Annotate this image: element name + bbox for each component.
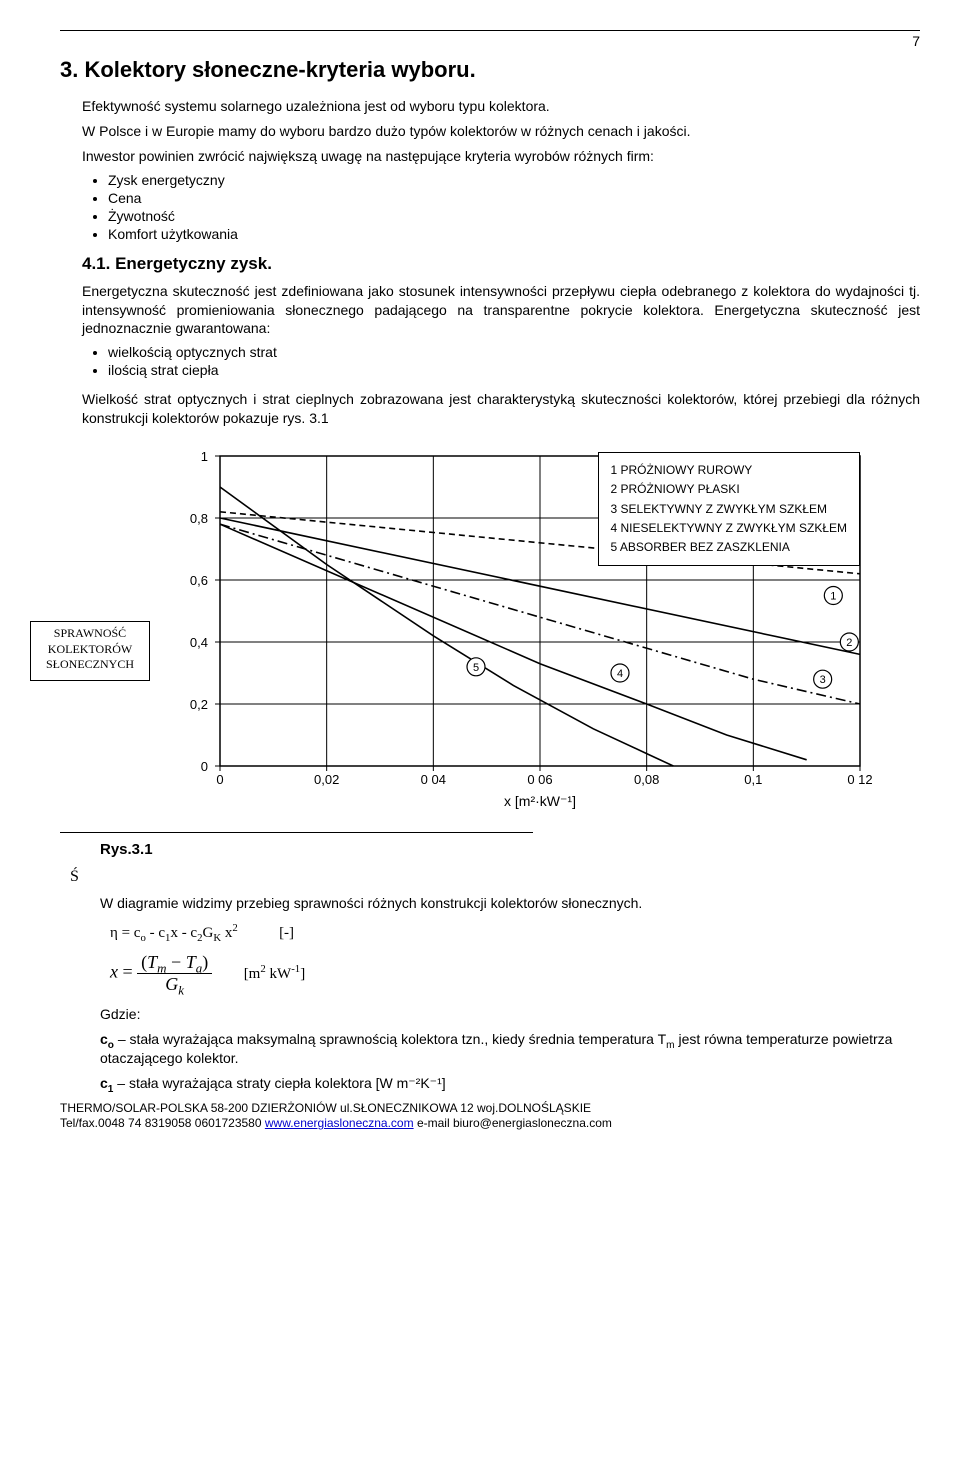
- footer-line-1: THERMO/SOLAR-POLSKA 58-200 DZIERŻONIÓW u…: [60, 1101, 920, 1117]
- chart-side-label: SPRAWNOŚĆ KOLEKTORÓW SŁONECZNYCH: [30, 621, 150, 681]
- svg-text:0 04: 0 04: [421, 772, 446, 787]
- s-accent: Ś: [70, 868, 920, 886]
- svg-text:1: 1: [830, 591, 836, 603]
- formula-block: η = co - c1x - c2GK x2 [-] x = (Tm − Ta)…: [110, 925, 920, 995]
- criteria-item: Żywotność: [108, 208, 920, 224]
- svg-text:0 06: 0 06: [527, 772, 552, 787]
- svg-text:0,4: 0,4: [190, 635, 208, 650]
- side-label-line: KOLEKTORÓW: [35, 642, 145, 658]
- def-co-text: – stała wyrażająca maksymalną sprawności…: [114, 1031, 666, 1047]
- sub-bullets: wielkością optycznych strat ilością stra…: [60, 344, 920, 378]
- figure-divider: [60, 832, 533, 833]
- svg-text:0,2: 0,2: [190, 697, 208, 712]
- svg-text:5: 5: [473, 662, 479, 674]
- section-title: 3. Kolektory słoneczne-kryteria wyboru.: [60, 57, 920, 83]
- footer-link[interactable]: www.energiasloneczna.com: [265, 1116, 414, 1130]
- svg-text:0,02: 0,02: [314, 772, 339, 787]
- legend-item: 1 PRÓŻNIOWY RUROWY: [611, 461, 848, 480]
- footer: THERMO/SOLAR-POLSKA 58-200 DZIERŻONIÓW u…: [60, 1101, 920, 1132]
- gdzie-label: Gdzie:: [100, 1005, 920, 1024]
- svg-text:2: 2: [846, 637, 852, 649]
- footer-line-2a: Tel/fax.0048 74 8319058 0601723580: [60, 1116, 265, 1130]
- criteria-item: Cena: [108, 190, 920, 206]
- sub-bullet-item: wielkością optycznych strat: [108, 344, 920, 360]
- criteria-item: Komfort użytkowania: [108, 226, 920, 242]
- figure-caption: Rys.3.1: [100, 841, 920, 858]
- criteria-item: Zysk energetyczny: [108, 172, 920, 188]
- subsection-para-1: Energetyczna skuteczność jest zdefiniowa…: [82, 282, 920, 339]
- formula-eta-unit: [-]: [279, 925, 294, 941]
- footer-line-2b: e-mail biuro@energiasloneczna.com: [414, 1116, 612, 1130]
- def-c1-text: – stała wyrażająca straty ciepła kolekto…: [113, 1075, 445, 1091]
- svg-text:0: 0: [201, 759, 208, 774]
- svg-text:1: 1: [201, 449, 208, 464]
- side-label-line: SPRAWNOŚĆ: [35, 626, 145, 642]
- svg-text:0,8: 0,8: [190, 511, 208, 526]
- def-c1: c1 – stała wyrażająca straty ciepła kole…: [100, 1074, 920, 1093]
- svg-text:0 12: 0 12: [847, 772, 872, 787]
- subsection-heading: 4.1. Energetyczny zysk.: [82, 254, 920, 274]
- efficiency-chart: SPRAWNOŚĆ KOLEKTORÓW SŁONECZNYCH 1 PRÓŻN…: [100, 446, 880, 826]
- svg-text:x [m²·kW⁻¹]: x [m²·kW⁻¹]: [504, 793, 576, 809]
- legend-item: 3 SELEKTYWNY Z ZWYKŁYM SZKŁEM: [611, 500, 848, 519]
- formula-x: x = (Tm − Ta) Gk [m2 kW-1]: [110, 952, 920, 995]
- svg-text:0,6: 0,6: [190, 573, 208, 588]
- footer-line-2: Tel/fax.0048 74 8319058 0601723580 www.e…: [60, 1116, 920, 1132]
- svg-text:0,1: 0,1: [744, 772, 762, 787]
- subsection-para-2: Wielkość strat optycznych i strat ciepln…: [82, 390, 920, 428]
- sub-bullet-item: ilością strat ciepła: [108, 362, 920, 378]
- side-label-line: SŁONECZNYCH: [35, 657, 145, 673]
- chart-legend: 1 PRÓŻNIOWY RUROWY 2 PRÓŻNIOWY PŁASKI 3 …: [598, 452, 861, 566]
- legend-item: 2 PRÓŻNIOWY PŁASKI: [611, 480, 848, 499]
- svg-text:0: 0: [216, 772, 223, 787]
- criteria-list: Zysk energetyczny Cena Żywotność Komfort…: [60, 172, 920, 242]
- diagram-sentence: W diagramie widzimy przebieg sprawności …: [100, 894, 920, 913]
- intro-para-2: W Polsce i w Europie mamy do wyboru bard…: [82, 122, 920, 141]
- intro-para-3: Inwestor powinien zwrócić największą uwa…: [82, 147, 920, 166]
- svg-text:4: 4: [617, 668, 623, 680]
- top-rule: [60, 30, 920, 31]
- formula-eta: η = co - c1x - c2GK x2 [-]: [110, 925, 920, 942]
- svg-text:0,08: 0,08: [634, 772, 659, 787]
- def-co: co – stała wyrażająca maksymalną sprawno…: [100, 1030, 920, 1068]
- legend-item: 5 ABSORBER BEZ ZASZKLENIA: [611, 538, 848, 557]
- intro-para-1: Efektywność systemu solarnego uzależnion…: [82, 97, 920, 116]
- legend-item: 4 NIESELEKTYWNY Z ZWYKŁYM SZKŁEM: [611, 519, 848, 538]
- page-number: 7: [60, 33, 920, 49]
- svg-text:3: 3: [820, 674, 826, 686]
